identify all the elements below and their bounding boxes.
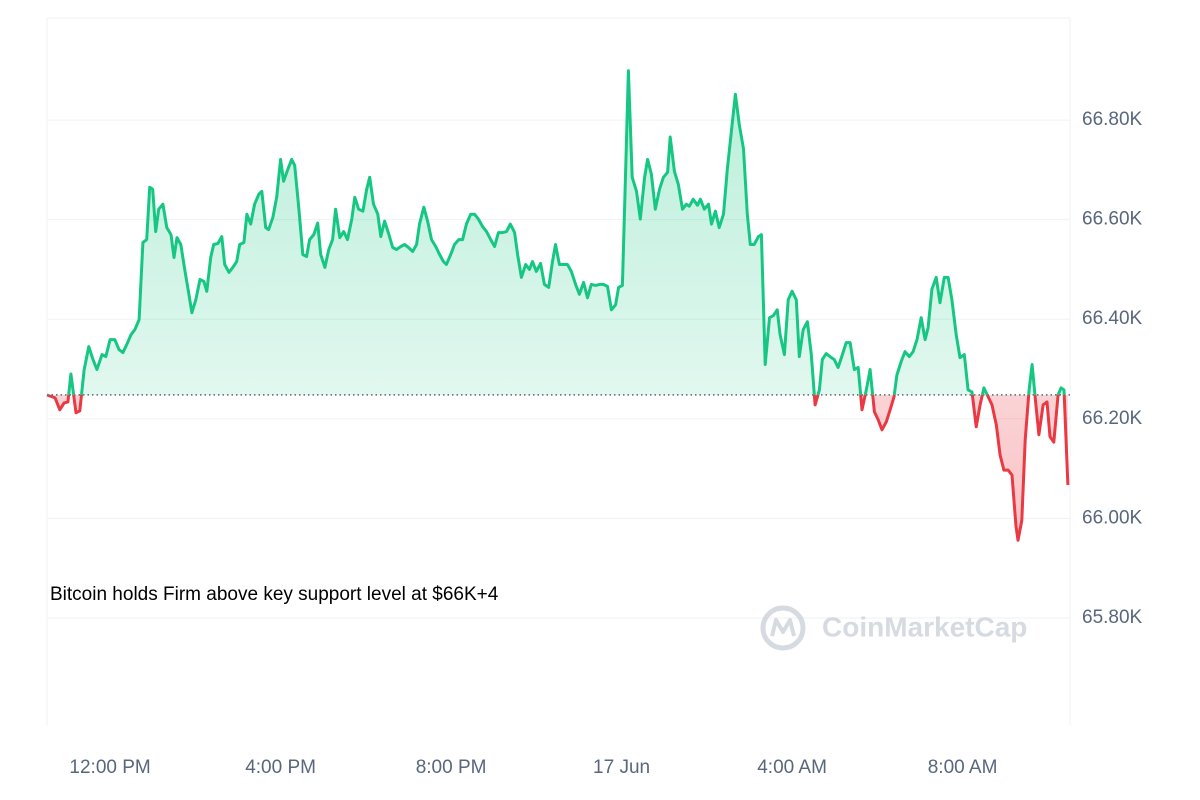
area-up bbox=[47, 70, 1065, 395]
x-tick-label: 4:00 AM bbox=[757, 757, 827, 778]
y-tick-label: 66.80K bbox=[1082, 109, 1143, 130]
watermark-logo bbox=[770, 618, 796, 637]
y-tick-label: 66.20K bbox=[1082, 408, 1143, 429]
annotation: Bitcoin holds Firm above key support lev… bbox=[50, 584, 499, 605]
watermark-text: CoinMarketCap bbox=[822, 611, 1027, 642]
y-tick-label: 65.80K bbox=[1082, 607, 1143, 628]
x-tick-label: 8:00 PM bbox=[416, 757, 487, 778]
watermark-logo bbox=[760, 605, 806, 651]
y-tick-label: 66.60K bbox=[1082, 209, 1143, 230]
price-line-up bbox=[46, 69, 1066, 395]
x-tick-label: 4:00 PM bbox=[245, 757, 316, 778]
y-tick-label: 66.40K bbox=[1082, 308, 1143, 329]
plot bbox=[46, 69, 1070, 542]
x-tick-label: 12:00 PM bbox=[69, 757, 150, 778]
y-tick-label: 66.00K bbox=[1082, 507, 1143, 528]
x-tick-label: 8:00 AM bbox=[928, 757, 998, 778]
x-tick-label: 17 Jun bbox=[593, 757, 650, 778]
watermark: CoinMarketCap bbox=[760, 605, 1027, 651]
